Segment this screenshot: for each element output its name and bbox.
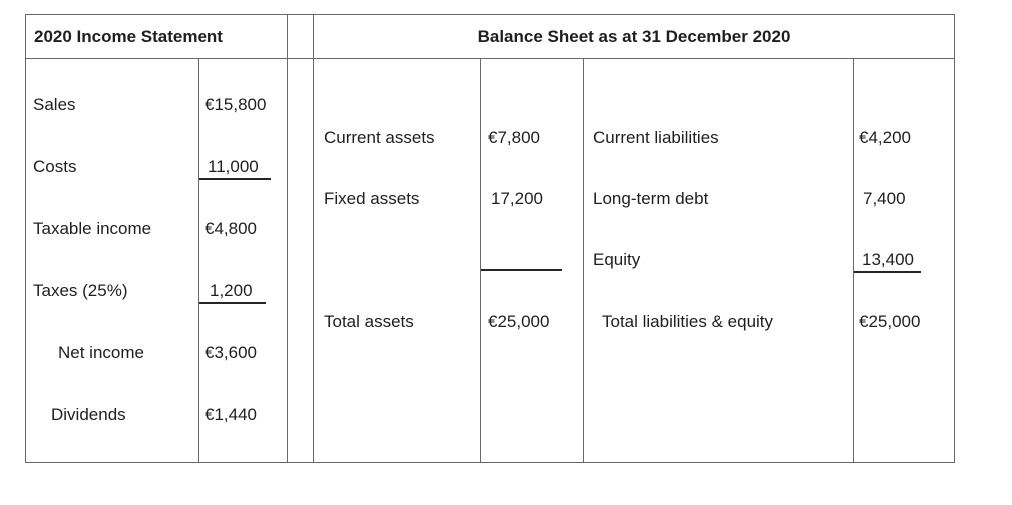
asset-row-label: Current assets [324, 128, 435, 147]
asset-row-label: Fixed assets [324, 189, 420, 208]
financial-statements-table: 2020 Income Statement Balance Sheet as a… [25, 14, 955, 463]
liability-row-value-underlined: 13,400 [854, 249, 921, 273]
liability-row-label: Current liabilities [593, 128, 719, 147]
income-statement-value-column: €15,800 11,000 €4,800 1,200 €3,600 €1,44… [199, 59, 288, 462]
spacer-header-cell [288, 15, 314, 59]
spacer-column [288, 59, 314, 462]
income-statement-header: 2020 Income Statement [26, 15, 288, 59]
liability-row-value: 7,400 [863, 189, 906, 208]
income-row-label: Taxes (25%) [33, 281, 128, 300]
liability-row-value: €4,200 [859, 128, 911, 147]
income-row-value-underlined: 11,000 [199, 156, 271, 180]
income-row-label: Sales [33, 95, 76, 114]
income-statement-title: 2020 Income Statement [34, 26, 223, 46]
income-row-label: Taxable income [33, 219, 152, 238]
balance-sheet-title: Balance Sheet as at 31 December 2020 [477, 26, 791, 46]
assets-total-rule [481, 269, 562, 271]
liability-row-label: Long-term debt [593, 189, 709, 208]
liabilities-value-column: €4,200 7,400 13,400 €25,000 [854, 59, 954, 462]
income-row-value: €1,440 [205, 405, 257, 424]
income-row-value: €4,800 [205, 219, 257, 238]
income-row-value: €15,800 [205, 95, 267, 114]
assets-value-column: €7,800 17,200 €25,000 [481, 59, 584, 462]
liability-row-value: €25,000 [859, 312, 921, 331]
balance-sheet-header: Balance Sheet as at 31 December 2020 [314, 15, 954, 59]
income-row-label: Costs [33, 157, 77, 176]
liability-row-label: Equity [593, 250, 641, 269]
asset-row-value: €7,800 [488, 128, 540, 147]
asset-row-label: Total assets [324, 312, 414, 331]
income-row-label: Net income [58, 343, 144, 362]
asset-row-value: 17,200 [491, 189, 543, 208]
asset-row-value: €25,000 [488, 312, 550, 331]
liability-row-label: Total liabilities & equity [602, 312, 774, 331]
income-row-value: €3,600 [205, 343, 257, 362]
income-row-value-underlined: 1,200 [199, 280, 266, 304]
assets-label-column: Current assets Fixed assets Total assets [314, 59, 481, 462]
income-statement-label-column: Sales Costs Taxable income Taxes (25%) N… [26, 59, 199, 462]
liabilities-label-column: Current liabilities Long-term debt Equit… [584, 59, 854, 462]
income-row-label: Dividends [51, 405, 126, 424]
